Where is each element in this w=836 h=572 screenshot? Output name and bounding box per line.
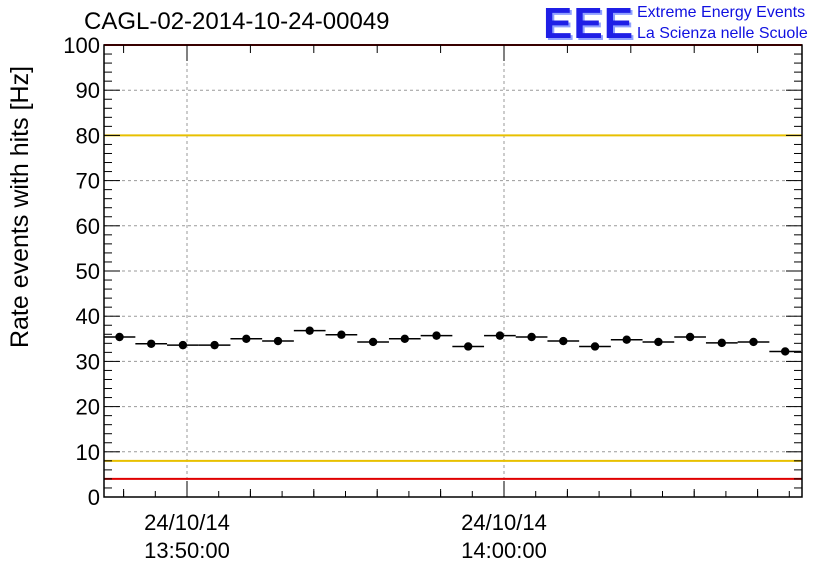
x-tick-label-date: 24/10/14 <box>144 510 230 535</box>
y-tick-label: 60 <box>76 214 100 239</box>
data-point <box>590 342 600 351</box>
data-point <box>337 330 346 339</box>
logo-mark: EEE <box>543 0 635 48</box>
data-point <box>273 336 283 346</box>
y-tick-label: 100 <box>63 33 100 58</box>
data-point <box>781 347 790 356</box>
data-point <box>559 336 568 346</box>
data-point <box>749 337 758 347</box>
y-tick-label: 70 <box>76 169 100 194</box>
y-tick-label: 90 <box>76 78 100 103</box>
data-point <box>400 334 409 343</box>
eee-logo: EEE Extreme Energy Events La Scienza nel… <box>543 2 833 46</box>
y-tick-label: 10 <box>76 440 100 465</box>
x-tick-label-date: 24/10/14 <box>461 510 547 535</box>
grid-lines <box>104 45 802 497</box>
data-point <box>368 337 378 347</box>
data-point <box>495 331 505 340</box>
logo-line-2: La Scienza nelle Scuole <box>637 25 808 42</box>
data-point <box>115 332 124 342</box>
data-point <box>242 334 251 343</box>
data-point <box>432 331 441 340</box>
data-point <box>464 342 473 351</box>
y-tick-label: 80 <box>76 123 100 148</box>
y-tick-label: 0 <box>88 485 100 510</box>
y-axis-ticks: 0 10 20 30 40 50 60 70 80 90 100 <box>63 33 802 510</box>
logo-line-1: Extreme Energy Events <box>637 4 806 21</box>
data-point <box>178 340 188 350</box>
x-axis-tick-labels: 24/10/14 13:50:00 24/10/14 14:00:00 <box>144 510 547 563</box>
data-points <box>103 326 802 356</box>
data-point <box>527 332 536 342</box>
data-point <box>717 338 726 348</box>
data-point <box>210 340 219 350</box>
x-tick-label-time: 13:50:00 <box>144 538 230 563</box>
chart-title: CAGL-02-2014-10-24-00049 <box>84 8 390 35</box>
y-tick-label: 40 <box>76 304 100 329</box>
y-axis-label: Rate events with hits [Hz] <box>5 65 34 349</box>
x-axis-ticks <box>123 45 790 497</box>
y-tick-label: 50 <box>76 259 100 284</box>
data-point <box>305 326 314 335</box>
data-point <box>685 332 695 342</box>
y-tick-label: 20 <box>76 395 100 420</box>
data-point <box>147 339 156 348</box>
data-point <box>654 337 663 347</box>
y-tick-label: 30 <box>76 349 100 374</box>
reference-lines <box>104 44 802 480</box>
data-point <box>622 335 631 344</box>
x-tick-label-time: 14:00:00 <box>461 538 547 563</box>
